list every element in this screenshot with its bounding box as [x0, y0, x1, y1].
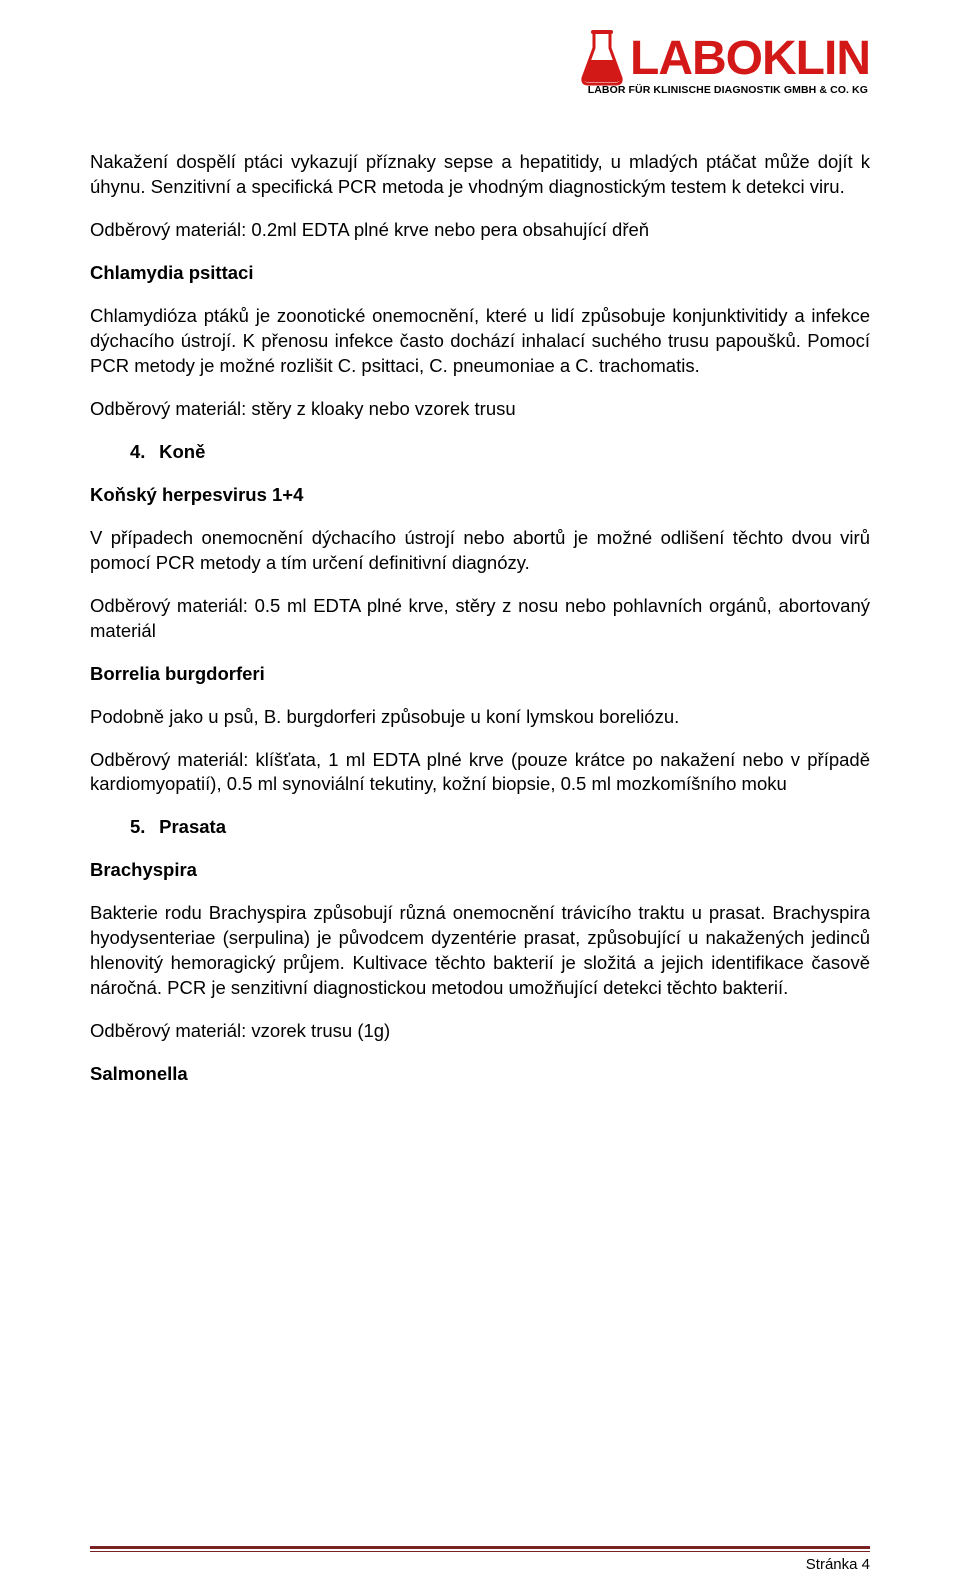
paragraph: V případech onemocnění dýchacího ústrojí… — [90, 526, 870, 576]
flask-icon — [580, 30, 624, 86]
content: Nakažení dospělí ptáci vykazují příznaky… — [90, 150, 870, 1087]
footer: Stránka 4 — [90, 1546, 870, 1552]
heading: Koňský herpesvirus 1+4 — [90, 483, 870, 508]
paragraph: Odběrový materiál: 0.2ml EDTA plné krve … — [90, 218, 870, 243]
list-number: 4. — [130, 440, 154, 465]
footer-rule-thin — [90, 1551, 870, 1552]
heading: Salmonella — [90, 1062, 870, 1087]
list-item: 4. Koně — [130, 440, 870, 465]
page-body: Nakažení dospělí ptáci vykazují příznaky… — [0, 0, 960, 1087]
paragraph: Nakažení dospělí ptáci vykazují příznaky… — [90, 150, 870, 200]
logo-block: LABOKLIN LABOR FÜR KLINISCHE DIAGNOSTIK … — [580, 30, 870, 96]
list-text: Prasata — [159, 816, 226, 837]
paragraph: Podobně jako u psů, B. burgdorferi způso… — [90, 705, 870, 730]
paragraph: Chlamydióza ptáků je zoonotické onemocně… — [90, 304, 870, 379]
heading: Chlamydia psittaci — [90, 261, 870, 286]
paragraph: Bakterie rodu Brachyspira způsobují různ… — [90, 901, 870, 1001]
page-number: Stránka 4 — [806, 1556, 870, 1573]
logo-main: LABOKLIN — [580, 30, 870, 86]
heading: Borrelia burgdorferi — [90, 662, 870, 687]
paragraph: Odběrový materiál: stěry z kloaky nebo v… — [90, 397, 870, 422]
paragraph: Odběrový materiál: 0.5 ml EDTA plné krve… — [90, 594, 870, 644]
list-text: Koně — [159, 441, 205, 462]
logo-text: LABOKLIN — [630, 31, 870, 86]
list-item: 5. Prasata — [130, 815, 870, 840]
list-number: 5. — [130, 815, 154, 840]
paragraph: Odběrový materiál: vzorek trusu (1g) — [90, 1019, 870, 1044]
footer-rule-thick — [90, 1546, 870, 1549]
paragraph: Odběrový materiál: klíšťata, 1 ml EDTA p… — [90, 748, 870, 798]
heading: Brachyspira — [90, 858, 870, 883]
logo-subtitle: LABOR FÜR KLINISCHE DIAGNOSTIK GMBH & CO… — [580, 84, 868, 96]
